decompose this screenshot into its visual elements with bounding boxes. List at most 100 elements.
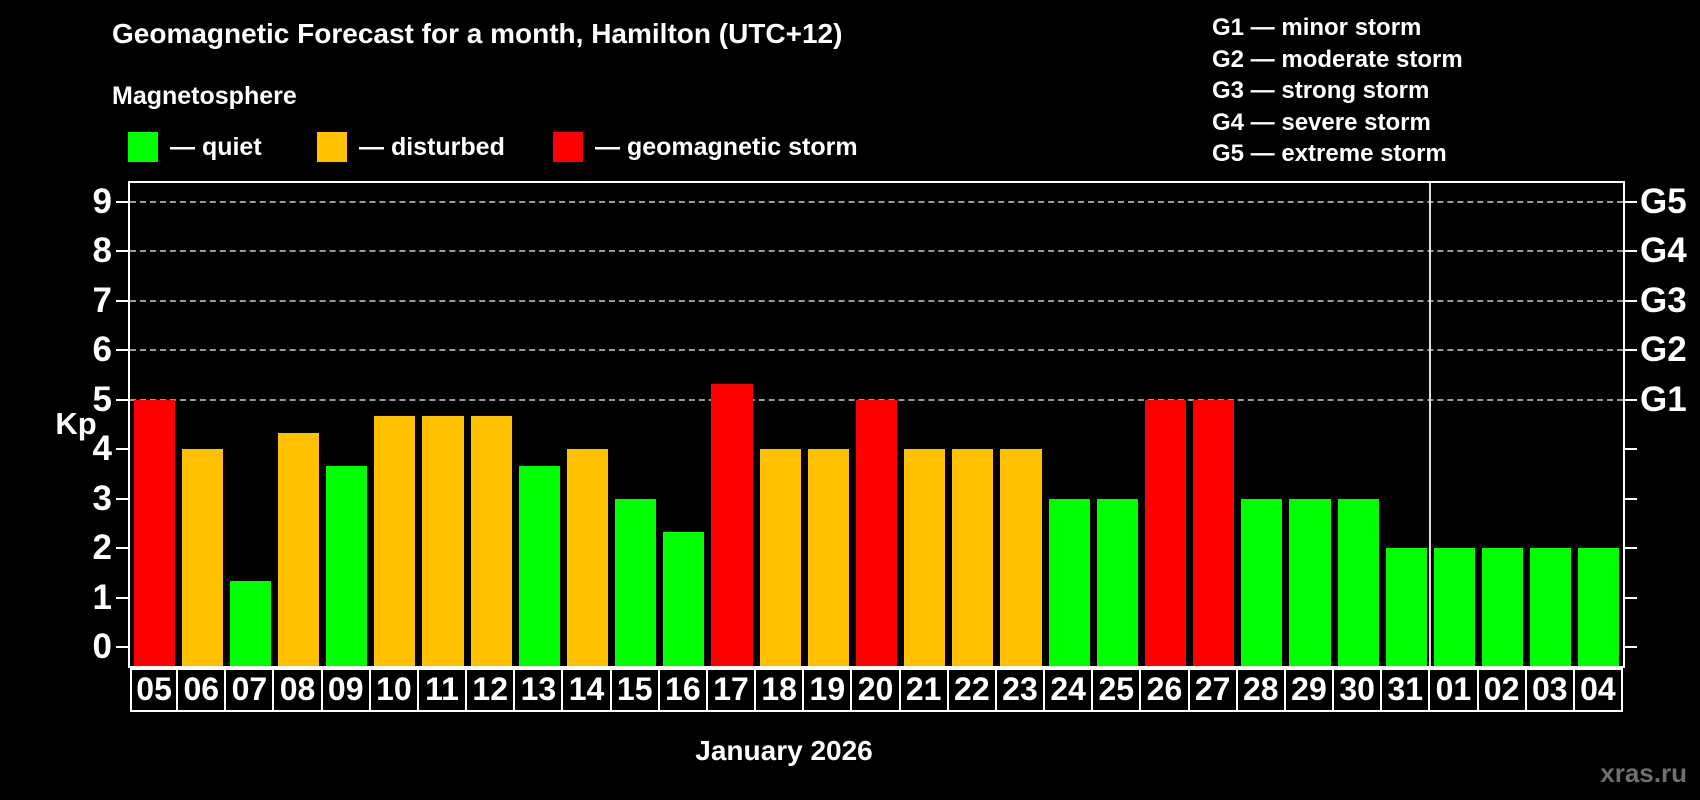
storm-scale-line-5: G5 — extreme storm: [1212, 140, 1447, 167]
x-axis-day-labels: 05 06 07 08 09 10 11 12 13 14 15 16 17 18 19 20 21 22 23 24…: [130, 668, 1623, 712]
y-tick-1: [116, 596, 130, 599]
legend-swatch-quiet-icon: [128, 132, 158, 162]
right-tick-6: [1623, 349, 1637, 352]
right-tick-7: [1623, 299, 1637, 302]
y-tick-label-3: 3: [92, 478, 112, 518]
bar-day-20: [855, 399, 898, 666]
day-label-22: 22: [946, 668, 997, 712]
day-label-20: 20: [850, 668, 901, 712]
y-tick-label-4: 4: [92, 429, 112, 469]
chart-subtitle: Magnetosphere: [112, 82, 297, 110]
right-tick-9: [1623, 201, 1637, 204]
legend-label-disturbed: — disturbed: [359, 133, 505, 161]
right-tick-3: [1623, 497, 1637, 500]
day-label-25: 25: [1091, 668, 1142, 712]
bar-day-25: [1096, 498, 1138, 666]
day-label-05: 05: [130, 668, 179, 712]
page-title: Geomagnetic Forecast for a month, Hamilt…: [112, 18, 843, 49]
y-tick-4: [116, 448, 130, 451]
day-label-26: 26: [1139, 668, 1190, 712]
day-label-07: 07: [224, 668, 275, 712]
y-tick-0: [116, 646, 130, 648]
bar-day-24: [1048, 498, 1090, 666]
right-tick-1: [1623, 596, 1637, 599]
day-label-23: 23: [994, 668, 1046, 712]
right-tick-8: [1623, 250, 1637, 253]
right-tick-5: [1623, 398, 1637, 401]
bar-day-07: [229, 581, 271, 666]
day-label-16: 16: [657, 668, 708, 712]
bar-day-28: [1241, 498, 1283, 666]
bar-day-04: [1578, 548, 1620, 666]
day-label-14: 14: [561, 668, 612, 712]
day-label-11: 11: [416, 668, 468, 712]
bar-day-08: [277, 432, 320, 666]
bar-day-18: [759, 449, 801, 666]
day-label-01: 01: [1428, 668, 1479, 712]
legend-label-storm: — geomagnetic storm: [595, 133, 858, 161]
day-label-12: 12: [465, 668, 516, 712]
day-label-29: 29: [1283, 668, 1335, 712]
y-tick-label-1: 1: [92, 577, 112, 617]
y-tick-label-0: 0: [92, 627, 112, 666]
right-axis-label-G4: G4: [1640, 231, 1687, 271]
right-tick-4: [1623, 448, 1637, 451]
day-label-13: 13: [513, 668, 564, 712]
y-tick-9: [116, 201, 130, 204]
gridline-kp-5: [130, 398, 1623, 401]
bar-day-16: [663, 531, 705, 666]
legend-item-disturbed: — disturbed: [317, 130, 547, 164]
y-tick-3: [116, 497, 130, 500]
day-label-28: 28: [1235, 668, 1286, 712]
day-label-06: 06: [176, 668, 227, 712]
bar-day-11: [422, 416, 464, 666]
gridline-kp-8: [130, 250, 1623, 253]
right-axis-label-G5: G5: [1640, 182, 1687, 222]
storm-scale-legend: G1 — minor storm G2 — moderate storm G3 — …: [1212, 12, 1463, 170]
bar-day-22: [952, 449, 994, 666]
right-tick-0: [1623, 646, 1637, 648]
bar-day-26: [1144, 399, 1187, 666]
day-label-31: 31: [1380, 668, 1431, 712]
y-tick-label-9: 9: [92, 182, 112, 222]
legend-item-quiet: — quiet: [128, 130, 358, 164]
bar-day-23: [1000, 449, 1042, 666]
storm-scale-line-3: G3 — strong storm: [1212, 77, 1430, 104]
y-tick-label-7: 7: [92, 280, 112, 320]
y-tick-label-8: 8: [92, 231, 112, 271]
day-label-10: 10: [368, 668, 419, 712]
right-axis-label-G2: G2: [1640, 330, 1687, 370]
day-label-09: 09: [320, 668, 371, 712]
day-label-03: 03: [1524, 668, 1575, 712]
bar-day-15: [615, 498, 657, 666]
bar-day-14: [566, 449, 609, 666]
day-label-08: 08: [272, 668, 323, 712]
day-label-18: 18: [754, 668, 805, 712]
bar-day-10: [374, 416, 416, 666]
bar-day-03: [1530, 548, 1572, 666]
y-tick-7: [116, 299, 130, 302]
y-tick-2: [116, 547, 130, 550]
bar-day-29: [1289, 498, 1331, 666]
bar-day-12: [470, 416, 512, 666]
y-tick-5: [116, 398, 130, 401]
storm-scale-line-4: G4 — severe storm: [1212, 108, 1431, 136]
storm-scale-line-1: G1 — minor storm: [1212, 14, 1422, 41]
day-label-24: 24: [1043, 668, 1094, 712]
day-label-27: 27: [1187, 668, 1238, 712]
y-tick-label-2: 2: [92, 528, 112, 568]
bar-day-19: [807, 449, 849, 666]
storm-scale-line-2: G2 — moderate storm: [1212, 45, 1463, 73]
legend-item-storm: — geomagnetic storm: [553, 130, 858, 164]
right-tick-2: [1623, 547, 1637, 550]
legend-swatch-storm-icon: [553, 132, 583, 162]
plot-area: [130, 183, 1623, 666]
bar-day-13: [518, 465, 560, 666]
bar-day-09: [326, 465, 368, 666]
legend-label-quiet: — quiet: [170, 133, 262, 161]
month-boundary-line: [1429, 183, 1432, 666]
y-tick-label-5: 5: [92, 379, 112, 419]
day-label-15: 15: [609, 668, 660, 712]
day-label-21: 21: [898, 668, 949, 712]
